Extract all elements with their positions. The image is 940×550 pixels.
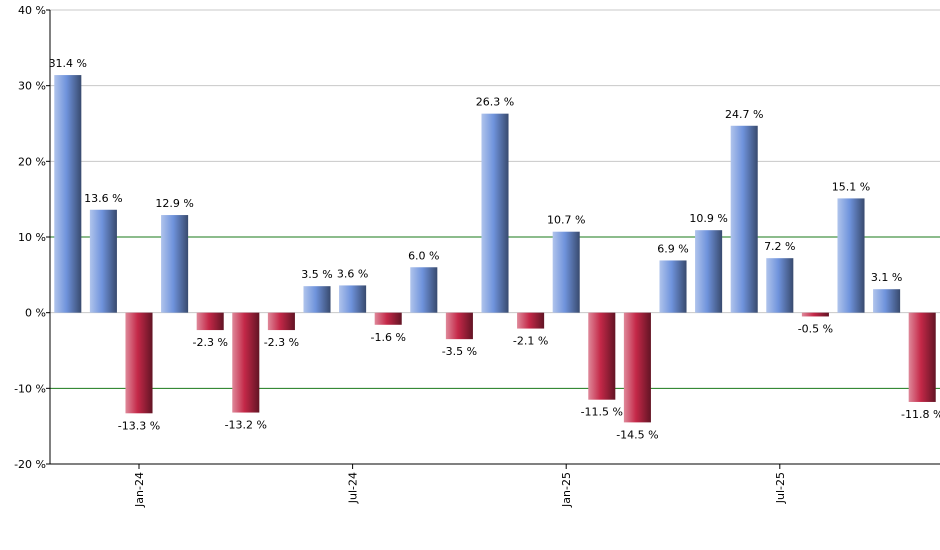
x-tick-label: Jan-25 (560, 472, 573, 508)
value-label: 12.9 % (155, 197, 193, 210)
value-label: 26.3 % (476, 96, 514, 109)
y-tick-label: 30 % (18, 80, 46, 93)
value-label: 24.7 % (725, 108, 763, 121)
x-tick-label: Jan-24 (133, 472, 146, 508)
bar (196, 312, 224, 331)
value-label: 10.7 % (547, 214, 585, 227)
y-tick-label: 40 % (18, 4, 46, 17)
value-label: -2.3 % (264, 336, 299, 349)
bar (267, 312, 295, 331)
y-tick-label: 20 % (18, 155, 46, 168)
value-label: -13.3 % (118, 419, 160, 432)
value-label: -11.5 % (581, 406, 623, 419)
y-tick-label: 10 % (18, 231, 46, 244)
bar (766, 258, 794, 313)
value-label: 13.6 % (84, 192, 122, 205)
bar (695, 230, 723, 313)
value-label: 31.4 % (49, 57, 87, 70)
bar (837, 198, 865, 313)
value-label: 6.9 % (657, 242, 688, 255)
bar (89, 209, 117, 313)
bar (659, 260, 687, 313)
x-tick-label: Jul-24 (347, 472, 360, 504)
value-label: 10.9 % (689, 212, 727, 225)
bar (588, 312, 616, 400)
value-label: -0.5 % (798, 322, 833, 335)
bar (730, 125, 758, 313)
value-label: 3.1 % (871, 271, 902, 284)
bar (54, 75, 82, 313)
value-label: -3.5 % (442, 345, 477, 358)
bar (161, 215, 189, 313)
y-tick-label: -20 % (14, 458, 46, 471)
value-label: -1.6 % (370, 331, 405, 344)
bar (374, 312, 402, 325)
value-label: -11.8 % (901, 408, 940, 421)
bar (552, 231, 580, 313)
value-label: 7.2 % (764, 240, 795, 253)
value-label: 6.0 % (408, 249, 439, 262)
bar (481, 113, 509, 313)
bar (125, 312, 153, 414)
y-tick-label: 0 % (25, 307, 46, 320)
value-label: 15.1 % (832, 180, 870, 193)
value-label: -2.1 % (513, 335, 548, 348)
bar (801, 312, 829, 317)
x-tick-label: Jul-25 (774, 472, 787, 504)
value-label: 3.6 % (337, 267, 368, 280)
value-label: 3.5 % (301, 268, 332, 281)
bar (623, 312, 651, 423)
bar (908, 312, 936, 402)
bar (517, 312, 545, 329)
value-label: -13.2 % (225, 419, 267, 432)
bar (303, 286, 331, 313)
bar (873, 289, 901, 313)
bar (232, 312, 260, 413)
bar (445, 312, 473, 340)
y-tick-label: -10 % (14, 382, 46, 395)
bar (410, 267, 438, 313)
bar (339, 285, 367, 313)
value-label: -2.3 % (192, 336, 227, 349)
value-label: -14.5 % (616, 428, 658, 441)
